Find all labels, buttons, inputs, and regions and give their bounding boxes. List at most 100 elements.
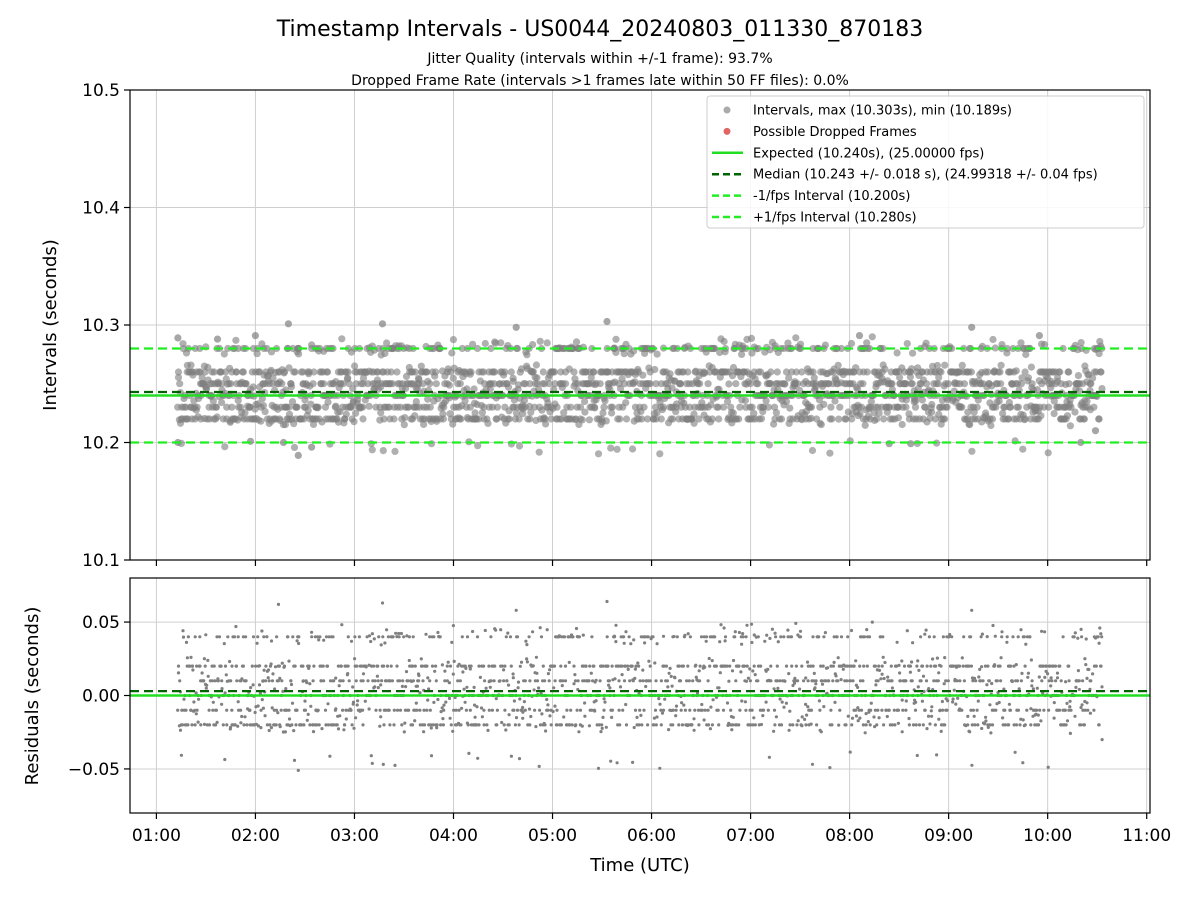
scatter-point — [793, 679, 797, 683]
scatter-point — [401, 679, 405, 683]
scatter-point — [639, 713, 643, 718]
scatter-point — [583, 714, 587, 718]
scatter-point — [265, 723, 269, 727]
scatter-point — [704, 635, 709, 639]
scatter-point — [822, 705, 826, 709]
scatter-point — [397, 631, 401, 636]
y-tick-label: −0.05 — [68, 760, 120, 780]
scatter-point — [661, 708, 666, 712]
scatter-point — [447, 681, 451, 685]
scatter-point — [538, 723, 543, 727]
scatter-point — [232, 336, 240, 344]
scatter-point — [422, 723, 427, 727]
scatter-point — [881, 655, 885, 659]
scatter-point — [688, 635, 693, 639]
scatter-point — [203, 664, 207, 668]
scatter-point — [993, 634, 997, 638]
scatter-point — [902, 403, 910, 411]
scatter-point-extreme — [968, 323, 976, 331]
scatter-point — [696, 380, 704, 388]
scatter-point — [598, 679, 602, 683]
scatter-point — [225, 723, 229, 727]
scatter-point — [908, 380, 916, 388]
scatter-point — [782, 705, 786, 709]
scatter-point — [897, 663, 901, 668]
scatter-point — [1027, 363, 1035, 371]
scatter-point — [513, 723, 518, 727]
scatter-point — [975, 708, 979, 712]
scatter-point — [693, 708, 697, 712]
scatter-point — [393, 763, 397, 768]
scatter-point — [773, 723, 777, 727]
scatter-point — [1051, 664, 1055, 668]
scatter-point — [479, 706, 484, 710]
scatter-point — [1025, 708, 1029, 712]
scatter-point — [220, 679, 224, 683]
scatter-point — [376, 679, 380, 683]
scatter-point — [635, 715, 639, 720]
scatter-point — [627, 635, 631, 639]
scatter-point — [429, 754, 434, 758]
scatter-point — [638, 708, 642, 712]
scatter-point — [509, 377, 517, 385]
scatter-point — [997, 380, 1005, 388]
scatter-point — [995, 679, 999, 683]
scatter-point — [730, 669, 735, 673]
scatter-point — [916, 685, 920, 689]
scatter-point — [269, 662, 273, 666]
scatter-point — [775, 664, 779, 668]
scatter-point-extreme — [514, 608, 518, 612]
scatter-point — [700, 702, 704, 707]
scatter-point — [481, 339, 489, 348]
x-tick-label: 04:00 — [429, 826, 478, 846]
scatter-point — [534, 725, 538, 729]
scatter-point — [1083, 708, 1087, 712]
scatter-point — [212, 403, 220, 411]
scatter-point — [655, 715, 659, 719]
scatter-point — [277, 664, 281, 668]
scatter-point — [205, 723, 209, 727]
scatter-point — [439, 723, 443, 727]
scatter-point — [842, 415, 850, 423]
scatter-point — [281, 421, 289, 429]
scatter-point — [537, 686, 541, 690]
scatter-point — [395, 708, 400, 712]
scatter-point — [594, 699, 598, 703]
scatter-point — [540, 712, 544, 716]
scatter-point — [517, 723, 521, 727]
scatter-point — [548, 714, 552, 718]
scatter-point — [295, 708, 299, 712]
scatter-point — [1036, 713, 1040, 717]
scatter-point — [367, 440, 375, 448]
scatter-point — [345, 380, 353, 388]
scatter-point — [532, 361, 541, 369]
scatter-point — [927, 687, 931, 691]
scatter-point — [1033, 386, 1041, 394]
scatter-point — [430, 664, 435, 668]
scatter-point — [1005, 635, 1009, 639]
scatter-point — [1067, 679, 1071, 683]
scatter-point — [446, 660, 450, 664]
scatter-point — [590, 635, 594, 639]
scatter-point — [703, 708, 707, 712]
scatter-point — [805, 660, 810, 664]
scatter-point — [285, 708, 289, 712]
scatter-point — [467, 751, 471, 756]
chart-subtitle-2: Dropped Frame Rate (intervals >1 frames … — [351, 73, 849, 89]
scatter-point — [314, 403, 322, 411]
scatter-point — [901, 708, 905, 712]
scatter-point — [702, 718, 706, 722]
scatter-point — [1021, 368, 1029, 376]
legend-box — [706, 95, 1145, 229]
scatter-point — [711, 698, 715, 702]
scatter-point — [877, 668, 882, 673]
scatter-point — [836, 656, 840, 660]
scatter-point — [680, 701, 684, 705]
scatter-point — [198, 635, 202, 639]
scatter-point — [317, 638, 321, 642]
scatter-point — [1076, 636, 1080, 640]
scatter-point — [445, 381, 453, 389]
scatter-point — [388, 380, 396, 388]
scatter-point — [811, 635, 815, 639]
scatter-point — [868, 723, 872, 727]
